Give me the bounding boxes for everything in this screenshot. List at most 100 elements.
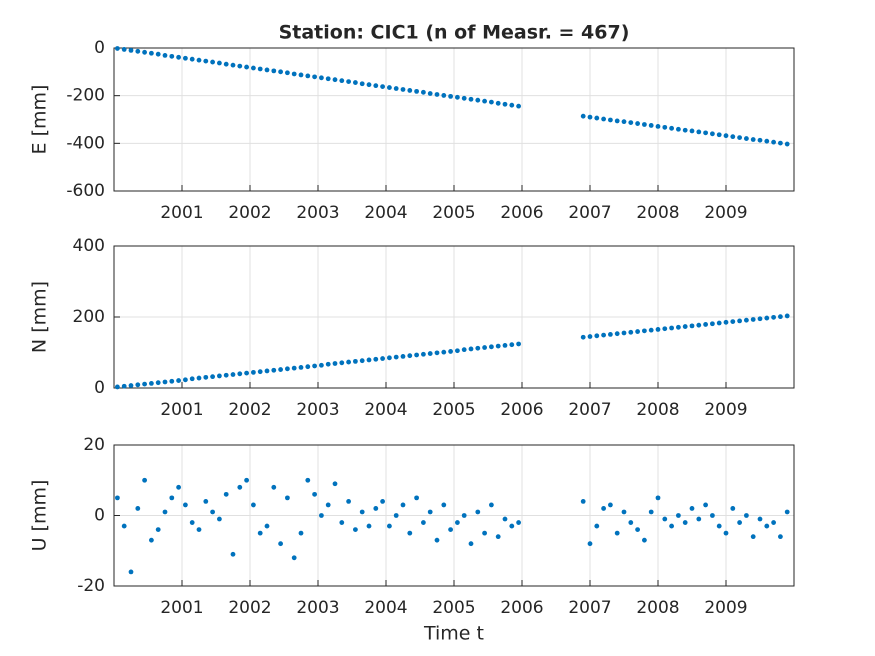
data-point	[339, 360, 345, 366]
data-point	[427, 509, 433, 515]
data-point	[142, 381, 148, 387]
data-point	[366, 523, 372, 529]
data-point	[669, 523, 674, 529]
data-point	[608, 117, 613, 123]
data-point	[750, 534, 756, 540]
data-point	[750, 137, 756, 142]
data-point	[482, 530, 487, 536]
data-point	[135, 506, 141, 511]
data-point	[475, 345, 481, 351]
y-tick-label: -200	[66, 86, 105, 106]
data-point	[135, 48, 141, 54]
data-point	[387, 523, 392, 529]
data-point	[312, 74, 317, 80]
data-point	[210, 509, 216, 515]
data-point	[393, 86, 399, 91]
data-point	[427, 91, 433, 96]
data-point	[642, 537, 647, 543]
data-point	[325, 76, 331, 82]
data-point	[183, 502, 188, 508]
data-point	[587, 334, 593, 339]
data-point	[655, 124, 661, 129]
data-point	[223, 61, 229, 67]
data-point	[655, 327, 661, 332]
data-point	[509, 523, 515, 529]
data-point	[264, 523, 270, 529]
data-point	[115, 384, 120, 390]
data-point	[771, 314, 776, 320]
data-point	[257, 530, 263, 536]
data-point	[264, 67, 270, 73]
data-point	[608, 331, 613, 337]
x-tick-label: 2005	[432, 598, 475, 618]
data-point	[373, 83, 379, 89]
data-point	[601, 116, 606, 122]
data-point	[291, 555, 297, 561]
data-point	[421, 351, 426, 357]
data-point	[149, 380, 154, 386]
data-point	[475, 97, 481, 103]
data-point	[176, 54, 182, 60]
data-point	[784, 313, 790, 319]
x-tick-label: 2007	[568, 598, 611, 618]
data-point	[359, 509, 365, 515]
data-point	[744, 136, 749, 141]
data-point	[203, 499, 209, 504]
data-point	[217, 60, 222, 66]
data-point	[689, 323, 695, 329]
data-point	[305, 364, 311, 370]
data-point	[162, 509, 168, 515]
data-point	[278, 69, 283, 75]
data-point	[189, 56, 195, 62]
data-point	[366, 357, 372, 363]
data-point	[461, 513, 467, 518]
data-point	[380, 84, 385, 90]
chart-title: Station: CIC1 (n of Measr. = 467)	[279, 22, 630, 44]
data-point	[346, 359, 351, 365]
data-point	[723, 319, 729, 325]
data-point	[298, 72, 304, 78]
data-point	[676, 324, 681, 330]
data-point	[264, 368, 270, 374]
data-point	[489, 99, 494, 105]
data-point	[757, 516, 763, 522]
data-point	[716, 523, 722, 529]
data-point	[723, 133, 729, 139]
data-point	[332, 77, 338, 83]
data-point	[778, 314, 783, 320]
data-point	[257, 369, 263, 375]
data-point	[737, 318, 742, 324]
data-point	[448, 349, 453, 354]
data-point	[312, 363, 317, 369]
data-point	[580, 334, 586, 340]
data-point	[155, 380, 161, 386]
y-tick-label: 400	[73, 236, 105, 256]
data-point	[251, 369, 256, 375]
data-point	[285, 70, 290, 76]
data-point	[251, 502, 256, 508]
data-point	[461, 347, 467, 353]
data-point	[142, 477, 148, 483]
data-point	[516, 341, 521, 347]
data-point	[189, 520, 195, 525]
axes-box	[113, 444, 795, 587]
data-point	[149, 50, 154, 56]
data-point	[346, 79, 351, 85]
x-tick-label: 2002	[228, 598, 271, 618]
data-point	[339, 78, 345, 84]
data-point	[169, 495, 175, 501]
data-point	[359, 81, 365, 87]
x-tick-label: 2005	[432, 203, 475, 223]
data-point	[223, 372, 229, 378]
data-point	[237, 371, 243, 377]
data-point	[196, 527, 202, 532]
data-point	[502, 343, 508, 348]
data-point	[628, 520, 634, 525]
data-point	[319, 75, 324, 81]
data-point	[162, 379, 168, 385]
data-point	[710, 131, 715, 137]
data-point	[662, 516, 668, 522]
data-point	[230, 551, 236, 557]
data-point	[468, 96, 474, 102]
